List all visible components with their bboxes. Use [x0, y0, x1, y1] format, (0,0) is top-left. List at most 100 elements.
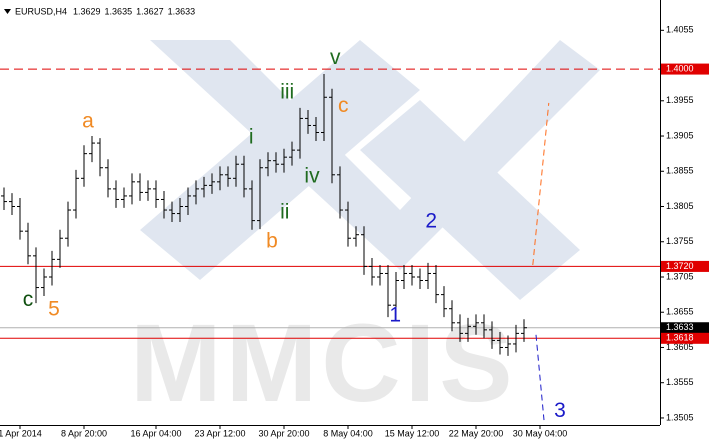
price-level-label: 1.3633	[666, 322, 694, 332]
wave-label: c	[23, 288, 34, 311]
ohlc-bar	[345, 201, 351, 247]
y-tick-label: 1.3655	[666, 307, 694, 317]
ohlc-bar	[473, 314, 479, 335]
header-value: 1.3627	[136, 6, 164, 16]
logo-shape	[360, 100, 580, 300]
ohlc-bar	[121, 187, 127, 208]
ohlc-bar	[457, 314, 463, 342]
ohlc-bar	[449, 300, 455, 332]
ohlc-bar	[489, 321, 495, 349]
wave-label: iv	[304, 164, 320, 187]
price-level-box	[661, 332, 709, 344]
y-tick-label: 1.3905	[666, 130, 694, 140]
ohlc-bar	[17, 198, 23, 240]
ohlc-bar	[329, 88, 335, 184]
ohlc-bar	[105, 159, 111, 198]
ohlc-bar	[481, 314, 487, 339]
price-level-label: 1.3618	[666, 333, 694, 343]
ohlc-bar	[513, 324, 519, 353]
ohlc-bar	[321, 74, 327, 141]
ohlc-bar	[225, 166, 231, 187]
chart-title: EURUSD,H4	[15, 6, 67, 16]
ohlc-bar	[137, 173, 143, 201]
x-tick-label: 23 Apr 12:00	[194, 428, 245, 438]
projection-line	[532, 102, 550, 266]
wave-label: a	[82, 109, 94, 132]
ohlc-bar	[505, 335, 511, 356]
x-tick-label: 30 Apr 20:00	[258, 428, 309, 438]
ohlc-bar	[409, 265, 415, 286]
ohlc-bar	[217, 166, 223, 191]
ohlc-bar	[313, 116, 319, 141]
wave-label: i	[249, 126, 254, 149]
ohlc-bar	[25, 222, 31, 265]
y-tick-label: 1.3955	[666, 95, 694, 105]
ohlc-bar	[65, 201, 71, 247]
x-tick-label: 8 Apr 20:00	[61, 428, 107, 438]
ohlc-bar	[305, 109, 311, 134]
ohlc-bar	[185, 187, 191, 215]
y-tick-label: 1.3755	[666, 236, 694, 246]
ohlc-bar	[177, 198, 183, 223]
wave-label: b	[266, 229, 278, 252]
price-level-box	[661, 63, 709, 75]
y-tick-label: 1.4055	[666, 25, 694, 35]
ohlc-bar	[233, 155, 239, 187]
ohlc-bar	[49, 250, 55, 286]
ohlc-bar	[145, 180, 151, 201]
ohlc-bar	[377, 265, 383, 286]
ohlc-bar	[297, 107, 303, 159]
wave-label: 1	[389, 303, 401, 326]
price-level-box	[661, 322, 709, 334]
ohlc-bar	[465, 317, 471, 342]
wave-label: iii	[280, 81, 294, 104]
ohlc-bar	[1, 187, 7, 211]
wave-label: v	[330, 46, 341, 69]
price-level-label: 1.3720	[666, 261, 694, 271]
wave-label: 2	[425, 210, 437, 233]
ohlc-bar	[9, 193, 15, 215]
ohlc-bar	[385, 265, 391, 318]
ohlc-bar	[249, 180, 255, 230]
x-tick-label: 1 Apr 2014	[0, 428, 42, 438]
ohlc-bar	[441, 286, 447, 318]
ohlc-bar	[273, 152, 279, 173]
ohlc-bar	[41, 268, 47, 297]
y-tick-label: 1.3805	[666, 201, 694, 211]
logo-shape	[140, 40, 420, 280]
ohlc-bar	[417, 268, 423, 289]
ohlc-bar	[521, 319, 527, 342]
ohlc-bar	[337, 166, 343, 219]
ohlc-bar	[265, 152, 271, 177]
x-tick-label: 8 May 04:00	[323, 428, 373, 438]
x-tick-label: 15 May 12:00	[385, 428, 440, 438]
wave-label: 5	[48, 298, 60, 321]
logo-shape	[150, 40, 600, 270]
ohlc-bar	[281, 148, 287, 173]
header-value: 1.3633	[168, 6, 196, 16]
y-tick-label: 1.3505	[666, 412, 694, 422]
ohlc-bar	[169, 201, 175, 223]
ohlc-bar	[113, 180, 119, 208]
ohlc-bar	[33, 247, 39, 304]
ohlc-bar	[89, 136, 95, 163]
ohlc-bar	[353, 226, 359, 247]
ohlc-bar	[393, 272, 399, 314]
wave-label: ii	[280, 200, 289, 223]
ohlc-bar	[73, 169, 79, 219]
watermark-text: MMCIS	[130, 302, 517, 425]
ohlc-bar	[369, 257, 375, 286]
price-level-label: 1.4000	[666, 63, 694, 73]
price-level-box	[661, 260, 709, 272]
ohlc-bar	[97, 138, 103, 177]
y-tick-label: 1.3855	[666, 166, 694, 176]
projection-line	[535, 334, 545, 421]
watermark-logo	[140, 40, 600, 300]
x-tick-label: 22 May 20:00	[449, 428, 504, 438]
ohlc-bar	[81, 145, 87, 187]
ohlc-bar	[161, 191, 167, 219]
ohlc-bar	[129, 173, 135, 205]
x-tick-label: 16 Apr 04:00	[130, 428, 181, 438]
ohlc-bar	[257, 159, 263, 230]
